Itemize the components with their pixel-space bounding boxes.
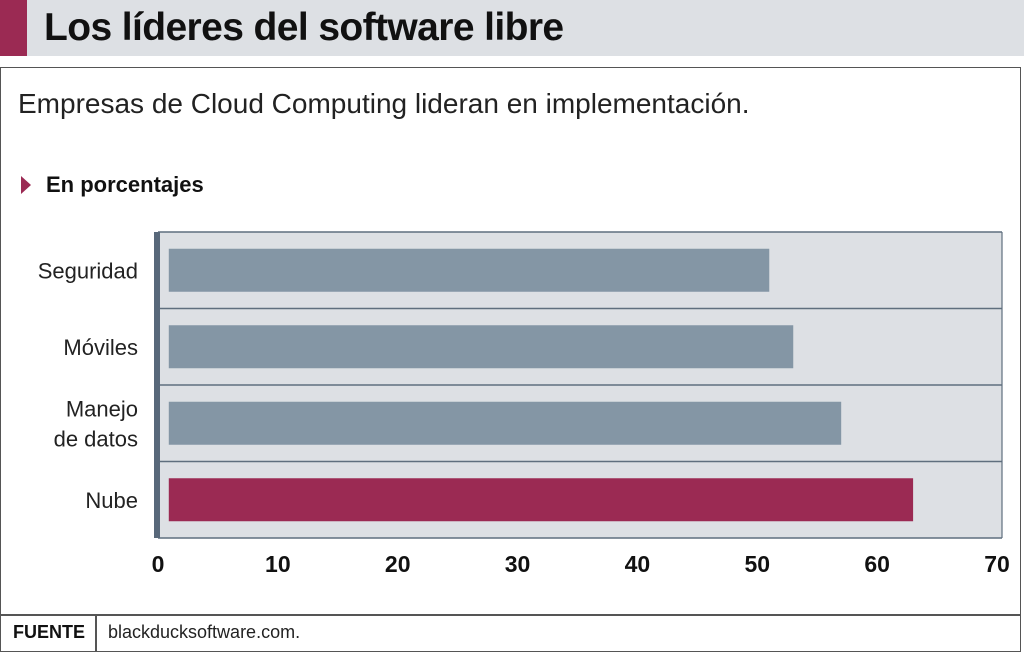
category-label: Manejo — [66, 396, 138, 421]
triangle-marker-icon — [21, 176, 31, 194]
bar — [168, 401, 842, 445]
category-label: de datos — [54, 426, 138, 451]
x-tick-label: 40 — [625, 551, 651, 577]
footer-source: blackducksoftware.com. — [108, 622, 301, 642]
x-tick-label: 50 — [744, 551, 770, 577]
category-label: Seguridad — [38, 258, 138, 283]
bar-chart: Seguridad Móviles Manejo de datos Nube 0 10 20 3… — [38, 231, 1010, 577]
title-accent — [0, 0, 27, 56]
category-label: Nube — [85, 488, 138, 513]
title-bar — [0, 0, 1024, 56]
y-axis-line — [154, 232, 160, 538]
x-tick-label: 60 — [864, 551, 890, 577]
footer-label: FUENTE — [13, 622, 85, 642]
page-title: Los líderes del software libre — [44, 6, 564, 49]
x-tick-label: 70 — [984, 551, 1010, 577]
bar — [168, 325, 794, 369]
x-tick-label: 30 — [505, 551, 531, 577]
bar — [168, 248, 770, 292]
x-tick-label: 10 — [265, 551, 291, 577]
bar — [168, 478, 914, 522]
chart-subtitle: Empresas de Cloud Computing lideran en i… — [18, 88, 750, 119]
x-tick-label: 20 — [385, 551, 411, 577]
footer-separator — [95, 615, 97, 652]
x-tick-label: 0 — [152, 551, 165, 577]
units-label: En porcentajes — [46, 172, 204, 197]
footer-divider — [0, 614, 1021, 616]
category-label: Móviles — [63, 335, 138, 360]
